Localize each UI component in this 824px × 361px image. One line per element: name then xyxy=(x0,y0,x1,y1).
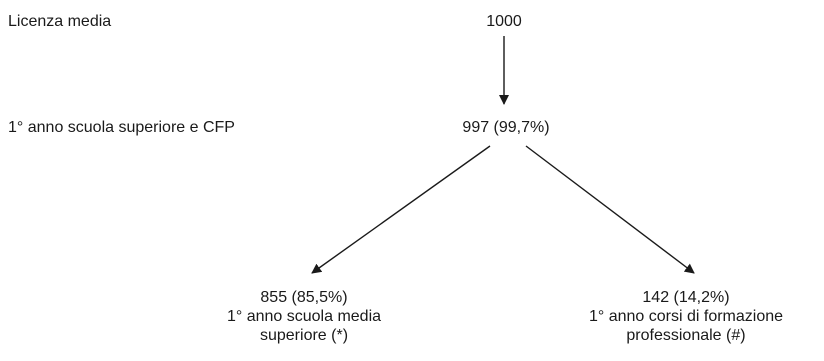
node-right: 142 (14,2%) 1° anno corsi di formazione … xyxy=(589,288,783,345)
level-label-licenza-media: Licenza media xyxy=(8,13,112,30)
node-left: 855 (85,5%) 1° anno scuola media superio… xyxy=(227,288,381,345)
node-root-value: 1000 xyxy=(486,13,522,30)
level-label-primo-anno: 1° anno scuola superiore e CFP xyxy=(8,119,235,136)
node-left-value: 855 (85,5%) xyxy=(260,289,348,306)
arrow-middle-to-left xyxy=(311,145,491,274)
node-left-line1: 1° anno scuola media xyxy=(226,308,382,325)
node-right-value: 142 (14,2%) xyxy=(642,289,730,306)
node-right-line1: 1° anno corsi di formazione xyxy=(588,308,784,325)
node-middle-value: 997 (99,7%) xyxy=(462,119,550,136)
node-left-line2: superiore (*) xyxy=(259,327,349,344)
arrow-middle-to-right xyxy=(525,145,695,274)
node-right-line2: professionale (#) xyxy=(626,327,746,344)
